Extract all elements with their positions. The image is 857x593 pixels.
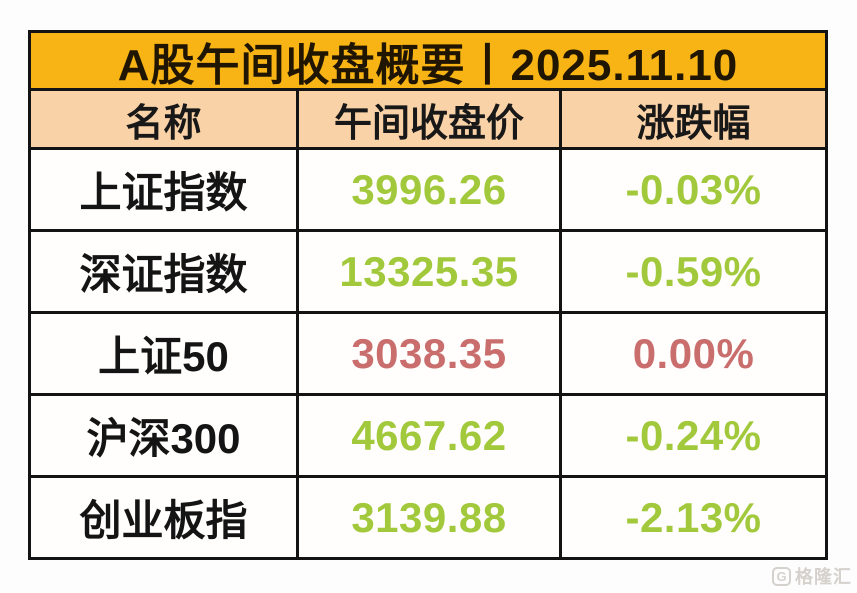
index-price: 3038.35 — [296, 314, 562, 393]
index-name: 上证50 — [98, 333, 229, 380]
index-name: 深证指数 — [79, 251, 248, 298]
index-price: 3139.88 — [296, 478, 562, 557]
table-header-row: 名称 午间收盘价 涨跌幅 — [31, 91, 825, 150]
index-change: -0.03% — [625, 165, 762, 213]
index-change: -0.59% — [625, 247, 762, 295]
gelonghui-logo-icon: G — [772, 566, 791, 586]
index-name: 创业板指 — [79, 497, 248, 544]
index-change: 0.00% — [632, 329, 755, 377]
index-price: 3996.26 — [296, 150, 562, 229]
index-price: 13325.35 — [296, 232, 562, 311]
table-row: 沪深300 4667.62 -0.24% — [31, 396, 825, 478]
table-row: 上证50 3038.35 0.00% — [31, 314, 825, 396]
column-header-name: 名称 — [125, 102, 202, 145]
watermark: G 格隆汇 — [772, 563, 852, 589]
index-change: -2.13% — [625, 493, 762, 541]
index-name: 沪深300 — [86, 415, 241, 462]
table-row: 深证指数 13325.35 -0.59% — [31, 232, 825, 314]
index-price: 4667.62 — [296, 396, 562, 475]
watermark-label: 格隆汇 — [795, 567, 852, 587]
index-name: 上证指数 — [79, 169, 248, 216]
market-summary-table: A股午间收盘概要丨2025.11.10 名称 午间收盘价 涨跌幅 上证指数 39… — [28, 30, 828, 560]
index-change: -0.24% — [625, 411, 762, 459]
table-row: 创业板指 3139.88 -2.13% — [31, 478, 825, 557]
table-row: 上证指数 3996.26 -0.03% — [31, 150, 825, 232]
column-header-change: 涨跌幅 — [636, 102, 751, 145]
table-title: A股午间收盘概要丨2025.11.10 — [31, 33, 825, 91]
column-header-price: 午间收盘价 — [296, 91, 562, 147]
